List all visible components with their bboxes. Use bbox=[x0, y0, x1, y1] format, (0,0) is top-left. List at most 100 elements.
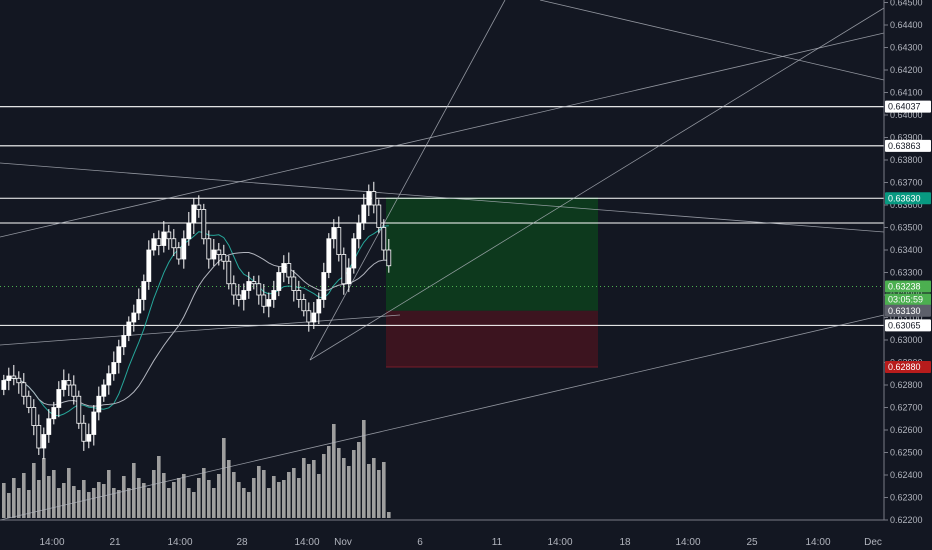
trendline[interactable] bbox=[309, 7, 885, 361]
trendline[interactable] bbox=[0, 314, 401, 346]
candle-body bbox=[326, 238, 332, 273]
price-tick-label: 0.62300 bbox=[890, 493, 923, 503]
candle-body bbox=[61, 380, 67, 390]
volume-bar bbox=[7, 493, 11, 518]
volume-bar bbox=[92, 488, 96, 518]
candle-body bbox=[211, 249, 217, 260]
volume-bar bbox=[347, 466, 351, 518]
volume-bar bbox=[227, 460, 231, 518]
candles bbox=[1, 181, 392, 460]
volume-bar bbox=[322, 454, 326, 518]
trendline[interactable] bbox=[309, 0, 506, 361]
volume-bar bbox=[72, 486, 76, 518]
candle-body bbox=[346, 267, 352, 285]
volume-bar bbox=[247, 492, 251, 518]
price-tick-label: 0.63100 bbox=[890, 313, 923, 323]
candle-body bbox=[176, 247, 182, 260]
volume-bar bbox=[132, 463, 136, 518]
candle-body bbox=[356, 222, 362, 240]
volume-bar bbox=[337, 448, 341, 518]
price-tag bbox=[885, 100, 931, 113]
candle-body bbox=[126, 321, 132, 336]
candle-body bbox=[16, 377, 22, 384]
candle-body bbox=[376, 204, 382, 228]
volume-bar bbox=[2, 483, 6, 518]
volume-bars bbox=[2, 420, 391, 518]
price-tick-label: 0.64500 bbox=[890, 0, 923, 8]
time-tick-label: Dec bbox=[864, 537, 882, 548]
price-tick-label: 0.64400 bbox=[890, 20, 923, 30]
price-tick-label: 0.62500 bbox=[890, 448, 923, 458]
candle-body bbox=[21, 382, 27, 397]
candle-body bbox=[266, 299, 272, 307]
volume-bar bbox=[262, 470, 266, 518]
candle-body bbox=[371, 191, 377, 206]
volume-bar bbox=[77, 490, 81, 518]
candle-body bbox=[341, 254, 347, 285]
volume-bar bbox=[367, 464, 371, 518]
candle-body bbox=[131, 312, 137, 323]
time-tick-label: 14:00 bbox=[294, 537, 319, 548]
price-tag bbox=[885, 293, 931, 306]
candle-body bbox=[381, 227, 387, 251]
candle-body bbox=[96, 395, 102, 413]
volume-bar bbox=[52, 470, 56, 518]
price-tick-label: 0.63600 bbox=[890, 200, 923, 210]
price-tick-label: 0.62700 bbox=[890, 403, 923, 413]
trendline[interactable] bbox=[0, 32, 885, 238]
candle-body bbox=[156, 238, 162, 246]
candle-body bbox=[166, 231, 172, 240]
trendline[interactable] bbox=[0, 314, 885, 521]
volume-bar bbox=[22, 473, 26, 518]
candle-body bbox=[351, 238, 357, 269]
candle-body bbox=[286, 263, 292, 278]
volume-bar bbox=[167, 488, 171, 518]
price-tag bbox=[885, 139, 931, 152]
price-tag-label: 0.63863 bbox=[888, 141, 921, 151]
time-ticks: 14:00 21 14:00 28 14:00 Nov 6 11 14:00 18 14:00 25 1… bbox=[39, 537, 881, 548]
price-tag-label: 03:05:59 bbox=[888, 294, 923, 304]
candle-body bbox=[186, 222, 192, 240]
time-tick-label: 25 bbox=[746, 537, 758, 548]
volume-bar bbox=[157, 456, 161, 518]
loss-zone[interactable] bbox=[386, 310, 598, 367]
candle-body bbox=[366, 191, 372, 206]
volume-bar bbox=[127, 488, 131, 518]
volume-bar bbox=[387, 512, 391, 518]
price-tick-label: 0.64300 bbox=[890, 43, 923, 53]
volume-bar bbox=[67, 468, 71, 518]
volume-bar bbox=[302, 458, 306, 518]
volume-bar bbox=[312, 460, 316, 518]
price-tags: 0.64037 0.63863 0.63630 0.63238 03:05:59 0.63… bbox=[885, 100, 931, 373]
candle-body bbox=[386, 249, 392, 267]
trendline[interactable] bbox=[539, 0, 885, 81]
volume-bar bbox=[147, 488, 151, 518]
price-tag bbox=[885, 304, 931, 317]
candle-body bbox=[136, 299, 142, 314]
candle-body bbox=[311, 312, 317, 323]
volume-bar bbox=[32, 463, 36, 518]
candle-body bbox=[331, 227, 337, 240]
candle-body bbox=[36, 425, 42, 449]
volume-bar bbox=[207, 480, 211, 518]
candle-body bbox=[201, 209, 207, 240]
price-tag-label: 0.63238 bbox=[888, 281, 921, 291]
price-tag bbox=[885, 319, 931, 332]
price-tick-label: 0.62200 bbox=[890, 515, 923, 525]
volume-bar bbox=[182, 474, 186, 518]
price-tick-label: 0.63300 bbox=[890, 268, 923, 278]
candle-body bbox=[6, 375, 12, 381]
volume-bar bbox=[232, 472, 236, 518]
candle-body bbox=[221, 254, 227, 262]
trendline[interactable] bbox=[0, 162, 885, 233]
price-tag-label: 0.62880 bbox=[888, 362, 921, 372]
price-axis bbox=[883, 0, 932, 550]
candle-body bbox=[41, 434, 47, 449]
time-tick-label: 11 bbox=[492, 537, 503, 548]
candle-body bbox=[241, 290, 247, 300]
volume-bar bbox=[257, 466, 261, 518]
candle-body bbox=[11, 375, 17, 379]
candle-body bbox=[246, 281, 252, 291]
volume-bar bbox=[287, 472, 291, 518]
